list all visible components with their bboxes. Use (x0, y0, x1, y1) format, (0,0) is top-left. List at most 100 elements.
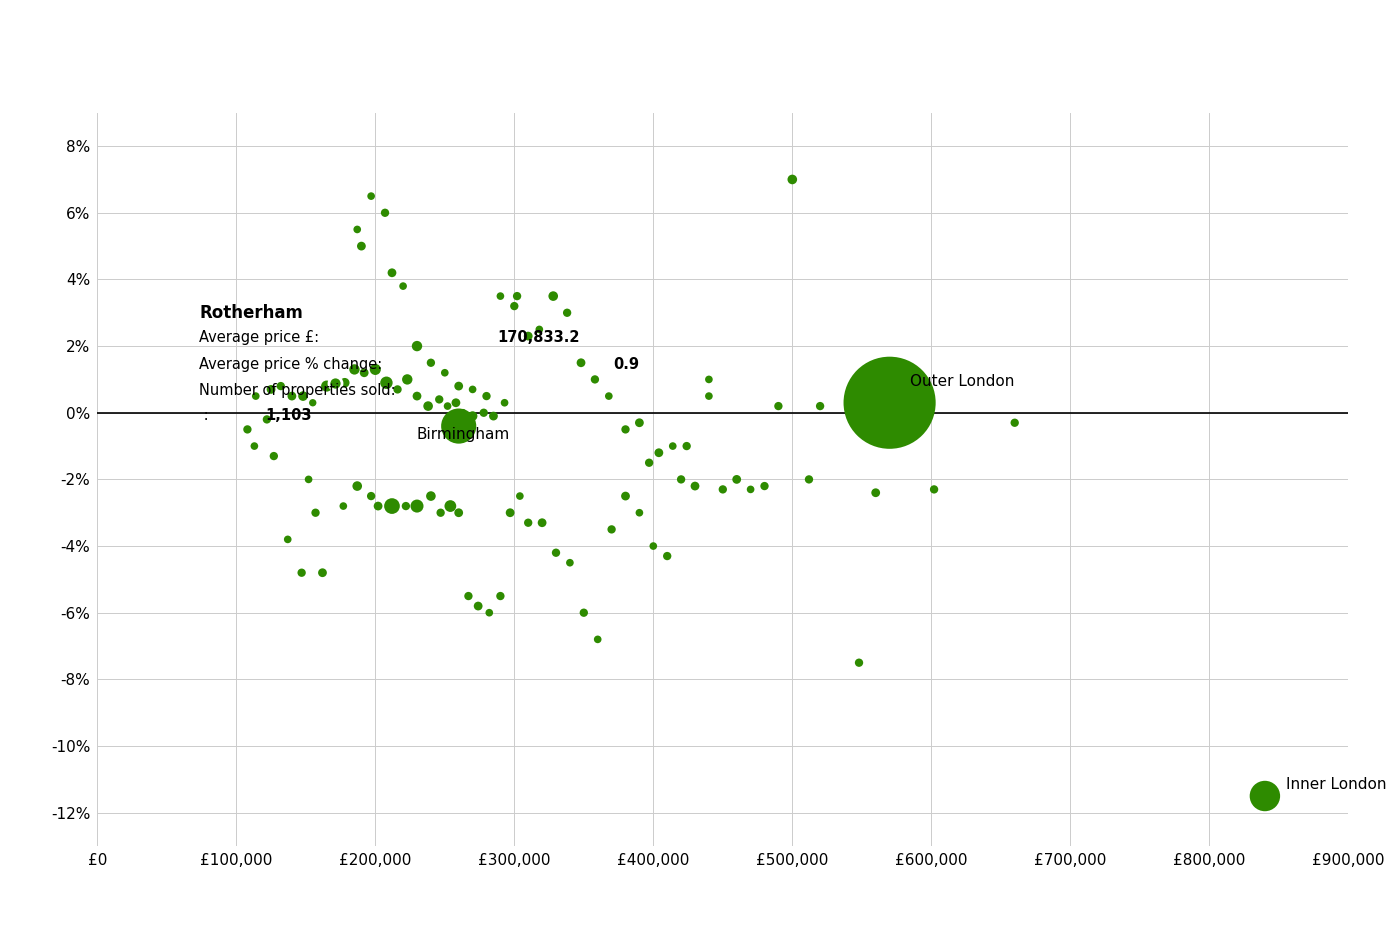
Point (281, 388, 303, 403)
Text: Rotherham: Rotherham (199, 305, 303, 322)
Point (798, 472, 820, 487)
Text: Number of properties sold:: Number of properties sold: (199, 383, 396, 398)
Point (367, 498, 389, 513)
Point (420, 355, 442, 370)
Point (503, 299, 525, 314)
Point (428, 392, 450, 407)
Point (457, 588, 480, 603)
Point (489, 588, 512, 603)
Point (614, 489, 637, 504)
Point (316, 379, 338, 394)
Point (506, 289, 528, 304)
Point (531, 515, 553, 530)
Point (656, 549, 678, 564)
Point (573, 605, 595, 620)
Point (493, 395, 516, 410)
Point (475, 388, 498, 403)
Point (236, 422, 259, 437)
Text: Inner London: Inner London (1286, 777, 1386, 792)
Point (587, 632, 609, 647)
Point (614, 422, 637, 437)
Point (489, 289, 512, 304)
Point (448, 505, 470, 520)
Point (406, 338, 428, 353)
Point (600, 522, 623, 537)
Point (346, 222, 368, 237)
Point (448, 379, 470, 394)
Point (396, 372, 418, 387)
Point (739, 482, 762, 497)
Point (726, 472, 748, 487)
Point (684, 478, 706, 494)
Point (570, 355, 592, 370)
Point (334, 375, 356, 390)
Point (848, 655, 870, 670)
Point (292, 388, 314, 403)
Point (325, 375, 348, 390)
Point (642, 539, 664, 554)
Point (676, 439, 698, 454)
Point (381, 498, 403, 513)
Point (670, 472, 692, 487)
Text: Outer London: Outer London (910, 374, 1015, 389)
Point (375, 375, 398, 390)
Point (559, 556, 581, 571)
Point (509, 489, 531, 504)
Point (277, 532, 299, 547)
Point (1004, 415, 1026, 431)
Point (584, 372, 606, 387)
Point (260, 382, 282, 397)
Point (364, 362, 386, 377)
Point (256, 412, 278, 427)
Point (452, 405, 474, 420)
Point (628, 415, 651, 431)
Point (473, 405, 495, 420)
Point (556, 306, 578, 321)
Point (467, 599, 489, 614)
Point (392, 278, 414, 293)
Point (343, 362, 366, 377)
Point (923, 482, 945, 497)
Point (461, 409, 484, 424)
Point (698, 372, 720, 387)
Point (245, 388, 267, 403)
Point (499, 505, 521, 520)
Point (628, 505, 651, 520)
Point (1254, 789, 1276, 804)
Point (417, 399, 439, 414)
Point (311, 565, 334, 580)
Point (461, 382, 484, 397)
Point (430, 505, 452, 520)
Point (406, 388, 428, 403)
Text: 0.9: 0.9 (613, 356, 639, 371)
Point (346, 478, 368, 494)
Point (528, 321, 550, 337)
Point (662, 439, 684, 454)
Point (291, 565, 313, 580)
Point (386, 382, 409, 397)
Point (598, 388, 620, 403)
Point (304, 505, 327, 520)
Point (332, 498, 354, 513)
Point (448, 418, 470, 433)
Text: Average price % change:: Average price % change: (199, 356, 392, 371)
Point (865, 485, 887, 500)
Point (542, 289, 564, 304)
Text: 1,103: 1,103 (265, 408, 311, 423)
Point (878, 395, 901, 410)
Point (648, 446, 670, 461)
Point (360, 189, 382, 204)
Point (406, 498, 428, 513)
Text: :: : (199, 408, 218, 423)
Point (324, 375, 346, 390)
Point (753, 478, 776, 494)
Point (374, 205, 396, 220)
Point (545, 545, 567, 560)
Point (297, 472, 320, 487)
Point (350, 239, 373, 254)
Point (638, 455, 660, 470)
Text: Average price £:: Average price £: (199, 330, 328, 345)
Point (478, 605, 500, 620)
Point (263, 448, 285, 463)
Point (381, 265, 403, 280)
